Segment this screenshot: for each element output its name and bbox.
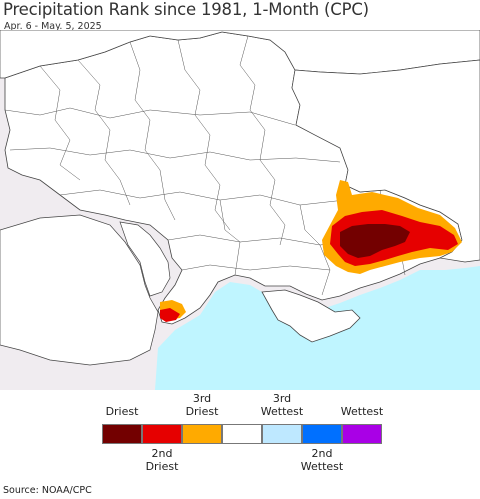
legend-label-3rd-wettest-line2: Wettest — [260, 405, 304, 418]
crimea — [261, 289, 361, 343]
legend-swatch-normal — [222, 424, 262, 444]
rank-overlay-southwest — [160, 300, 186, 322]
legend-label-wettest: Wettest — [340, 405, 384, 418]
rank-overlay-east — [322, 180, 462, 274]
second-driest-area-sw — [160, 308, 180, 322]
driest-area-east — [340, 224, 410, 258]
legend-swatch-2nd-driest — [142, 424, 182, 444]
legend-label-3rd-wettest-line1: 3rd — [272, 392, 292, 405]
romania-edge — [0, 214, 159, 366]
legend-label-2nd-wettest-line1: 2nd — [311, 447, 333, 460]
legend-label-2nd-driest: 2nd Driest — [122, 447, 202, 473]
legend-swatch-3rd-driest — [182, 424, 222, 444]
legend-swatch-wettest — [342, 424, 382, 444]
legend-swatch-driest — [102, 424, 142, 444]
legend-label-2nd-driest-line1: 2nd — [151, 447, 173, 460]
legend-label-driest: Driest — [105, 405, 139, 418]
source-credit: Source: NOAA/CPC — [3, 485, 92, 496]
legend-label-3rd-driest: 3rd Driest — [162, 392, 242, 418]
legend-label-3rd-wettest: 3rd Wettest — [242, 392, 322, 418]
legend-label-2nd-wettest-line2: Wettest — [300, 460, 344, 473]
precipitation-rank-map — [0, 30, 480, 390]
date-range: Apr. 6 - May. 5, 2025 — [4, 21, 102, 32]
legend-swatch-2nd-wettest — [302, 424, 342, 444]
legend-label-3rd-driest-line1: 3rd — [192, 392, 212, 405]
moldova — [119, 221, 171, 297]
legend-label-2nd-driest-line2: Driest — [145, 460, 179, 473]
legend-label-2nd-wettest: 2nd Wettest — [282, 447, 362, 473]
map-title: Precipitation Rank since 1981, 1-Month (… — [3, 0, 369, 19]
legend-label-3rd-driest-line2: Driest — [185, 405, 219, 418]
legend-swatch-3rd-wettest — [262, 424, 302, 444]
